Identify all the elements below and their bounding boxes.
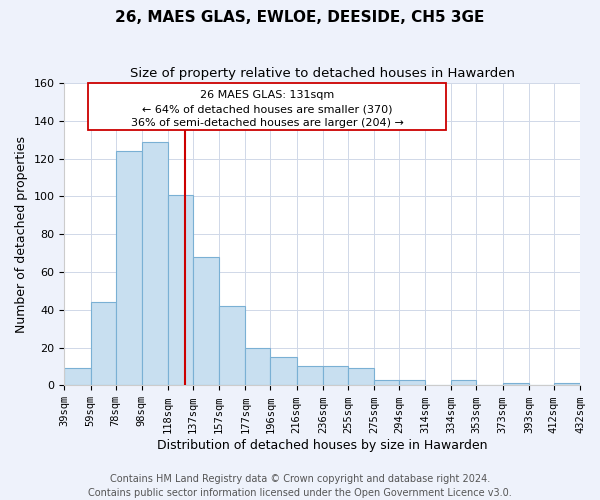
Bar [296, 366, 323, 386]
Text: 36% of semi-detached houses are larger (204) →: 36% of semi-detached houses are larger (… [131, 118, 404, 128]
Bar [64, 368, 91, 386]
Bar [142, 142, 168, 386]
Bar [374, 380, 399, 386]
Text: ← 64% of detached houses are smaller (370): ← 64% of detached houses are smaller (37… [142, 104, 392, 114]
Bar [116, 151, 142, 386]
Text: Contains HM Land Registry data © Crown copyright and database right 2024.
Contai: Contains HM Land Registry data © Crown c… [88, 474, 512, 498]
Bar [91, 302, 116, 386]
Bar [168, 194, 193, 386]
Bar [193, 257, 219, 386]
Text: 26 MAES GLAS: 131sqm: 26 MAES GLAS: 131sqm [200, 90, 334, 100]
X-axis label: Distribution of detached houses by size in Hawarden: Distribution of detached houses by size … [157, 440, 487, 452]
Title: Size of property relative to detached houses in Hawarden: Size of property relative to detached ho… [130, 68, 515, 80]
Text: 26, MAES GLAS, EWLOE, DEESIDE, CH5 3GE: 26, MAES GLAS, EWLOE, DEESIDE, CH5 3GE [115, 10, 485, 25]
FancyBboxPatch shape [88, 83, 446, 130]
Bar [219, 306, 245, 386]
Bar [271, 357, 296, 386]
Y-axis label: Number of detached properties: Number of detached properties [15, 136, 28, 332]
Bar [399, 380, 425, 386]
Bar [245, 348, 271, 386]
Bar [503, 384, 529, 386]
Bar [323, 366, 348, 386]
Bar [348, 368, 374, 386]
Bar [554, 384, 580, 386]
Bar [451, 380, 476, 386]
